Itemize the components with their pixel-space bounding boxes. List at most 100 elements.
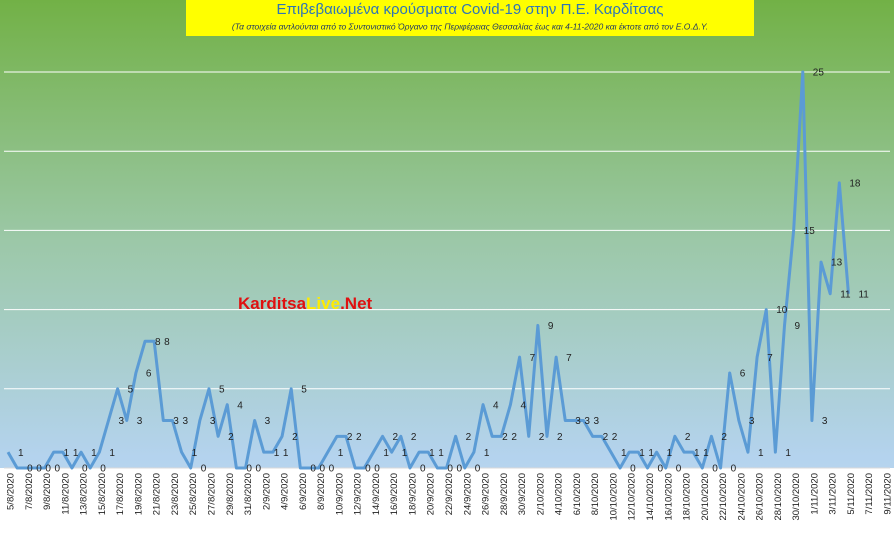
data-label: 0: [374, 464, 380, 475]
data-label: 0: [475, 464, 481, 475]
chart-subtitle: (Τα στοιχεία αντλούνται από το Συντονιστ…: [232, 21, 708, 31]
data-label: 3: [118, 416, 124, 427]
x-tick-label: 24/9/2020: [462, 473, 473, 515]
data-label: 1: [64, 448, 70, 459]
data-label: 11: [858, 289, 869, 300]
data-label: 2: [539, 432, 545, 443]
data-label: 0: [27, 464, 33, 475]
x-tick-label: 18/9/2020: [407, 473, 418, 515]
data-label: 3: [575, 416, 581, 427]
data-label: 1: [283, 448, 289, 459]
data-label: 10: [776, 305, 788, 316]
data-label: 3: [173, 416, 179, 427]
x-tick-label: 2/10/2020: [535, 473, 546, 515]
data-label: 1: [438, 448, 444, 459]
data-label: 1: [338, 448, 344, 459]
data-label: 0: [310, 464, 316, 475]
x-tick-label: 7/8/2020: [24, 473, 35, 510]
data-label: 3: [265, 416, 271, 427]
data-label: 1: [91, 448, 97, 459]
x-tick-label: 9/11/2020: [883, 473, 894, 515]
data-label: 0: [447, 464, 453, 475]
data-label: 6: [146, 369, 152, 380]
x-tick-label: 14/10/2020: [645, 473, 656, 521]
x-tick-label: 23/8/2020: [170, 473, 181, 515]
data-label: 7: [566, 353, 572, 364]
x-tick-label: 1/11/2020: [809, 473, 820, 515]
data-label: 0: [630, 464, 636, 475]
x-tick-label: 26/9/2020: [481, 473, 492, 515]
data-label: 5: [301, 384, 307, 395]
data-label: 5: [219, 384, 225, 395]
data-label: 4: [493, 400, 499, 411]
x-tick-label: 6/9/2020: [298, 473, 309, 510]
x-tick-label: 21/8/2020: [152, 473, 163, 515]
line: [6, 70, 850, 470]
data-label: 1: [758, 448, 764, 459]
x-tick-label: 17/8/2020: [115, 473, 126, 515]
data-label: 0: [319, 464, 325, 475]
data-label: 2: [511, 432, 517, 443]
x-tick-label: 16/10/2020: [663, 473, 674, 521]
data-label: 0: [201, 464, 207, 475]
data-label: 13: [831, 258, 843, 269]
data-label: 1: [703, 448, 709, 459]
data-label: 0: [712, 464, 718, 475]
data-label: 1: [694, 448, 700, 459]
data-label: 7: [767, 353, 773, 364]
data-label: 1: [639, 448, 645, 459]
x-tick-label: 30/9/2020: [517, 473, 528, 515]
x-tick-label: 5/8/2020: [6, 473, 17, 510]
data-label: 4: [520, 400, 526, 411]
x-tick-label: 13/8/2020: [79, 473, 90, 515]
data-label: 2: [502, 432, 508, 443]
x-tick-label: 16/9/2020: [389, 473, 400, 515]
data-label: 7: [530, 353, 536, 364]
data-label: 0: [657, 464, 663, 475]
x-tick-label: 8/10/2020: [590, 473, 601, 515]
data-label: 8: [164, 337, 170, 348]
x-tick-label: 5/11/2020: [846, 473, 857, 515]
data-label: 15: [804, 226, 816, 237]
x-tick-label: 30/10/2020: [791, 473, 802, 521]
x-tick-label: 29/8/2020: [225, 473, 236, 515]
x-tick-label: 4/9/2020: [280, 473, 291, 510]
data-label: 1: [192, 448, 198, 459]
x-tick-label: 24/10/2020: [736, 473, 747, 521]
chart-title: Επιβεβαιωμένα κρούσματα Covid-19 στην Π.…: [276, 1, 663, 18]
data-label: 0: [420, 464, 426, 475]
x-tick-label: 11/8/2020: [60, 473, 71, 515]
x-tick-label: 19/8/2020: [133, 473, 144, 515]
data-label: 2: [612, 432, 618, 443]
data-label: 1: [109, 448, 115, 459]
data-label: 6: [740, 369, 746, 380]
data-label: 0: [246, 464, 252, 475]
data-label: 8: [155, 337, 161, 348]
watermark-part: Karditsa: [238, 294, 307, 313]
data-label: 1: [402, 448, 408, 459]
data-label: 3: [137, 416, 143, 427]
data-label: 1: [274, 448, 280, 459]
x-tick-label: 6/10/2020: [572, 473, 583, 515]
data-label: 2: [466, 432, 472, 443]
data-label: 3: [822, 416, 828, 427]
data-label: 1: [18, 448, 24, 459]
data-label: 3: [594, 416, 600, 427]
data-label: 0: [365, 464, 371, 475]
x-tick-label: 2/9/2020: [261, 473, 272, 510]
data-label: 9: [548, 321, 554, 332]
axis-band: [0, 468, 894, 538]
data-label: 0: [731, 464, 737, 475]
x-tick-label: 10/9/2020: [334, 473, 345, 515]
x-tick-label: 18/10/2020: [682, 473, 693, 521]
data-label: 1: [429, 448, 435, 459]
data-label: 2: [557, 432, 563, 443]
data-label: 0: [329, 464, 335, 475]
data-label: 0: [457, 464, 463, 475]
x-tick-label: 7/11/2020: [864, 473, 875, 515]
x-tick-label: 8/9/2020: [316, 473, 327, 510]
data-label: 0: [256, 464, 262, 475]
x-tick-label: 20/10/2020: [700, 473, 711, 521]
